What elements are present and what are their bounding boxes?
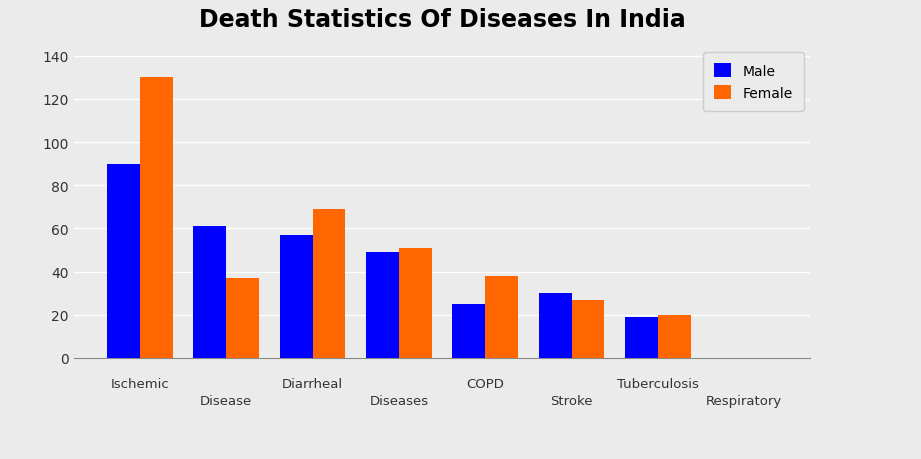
Text: Diarrheal: Diarrheal <box>282 377 344 391</box>
Bar <box>658 315 691 358</box>
Bar <box>399 248 432 358</box>
Bar <box>107 164 140 358</box>
Text: Disease: Disease <box>200 394 252 407</box>
Bar <box>625 317 658 358</box>
Bar <box>280 235 312 358</box>
Title: Death Statistics Of Diseases In India: Death Statistics Of Diseases In India <box>199 7 685 32</box>
Bar <box>572 300 604 358</box>
Bar <box>539 293 572 358</box>
Bar <box>193 227 227 358</box>
Text: Diabetes: Diabetes <box>0 458 1 459</box>
Bar <box>485 276 518 358</box>
Bar <box>140 78 173 358</box>
Text: Stroke: Stroke <box>551 394 593 407</box>
Legend: Male, Female: Male, Female <box>704 53 803 112</box>
Bar <box>367 252 399 358</box>
Bar <box>452 304 485 358</box>
Text: Ischemic: Ischemic <box>111 377 169 391</box>
Text: Diseases: Diseases <box>369 394 428 407</box>
Bar <box>227 278 259 358</box>
Text: Tuberculosis: Tuberculosis <box>617 377 699 391</box>
Text: COPD: COPD <box>466 377 504 391</box>
Text: Diseases: Diseases <box>0 458 1 459</box>
Bar <box>312 209 345 358</box>
Text: Respiratory: Respiratory <box>706 394 782 407</box>
